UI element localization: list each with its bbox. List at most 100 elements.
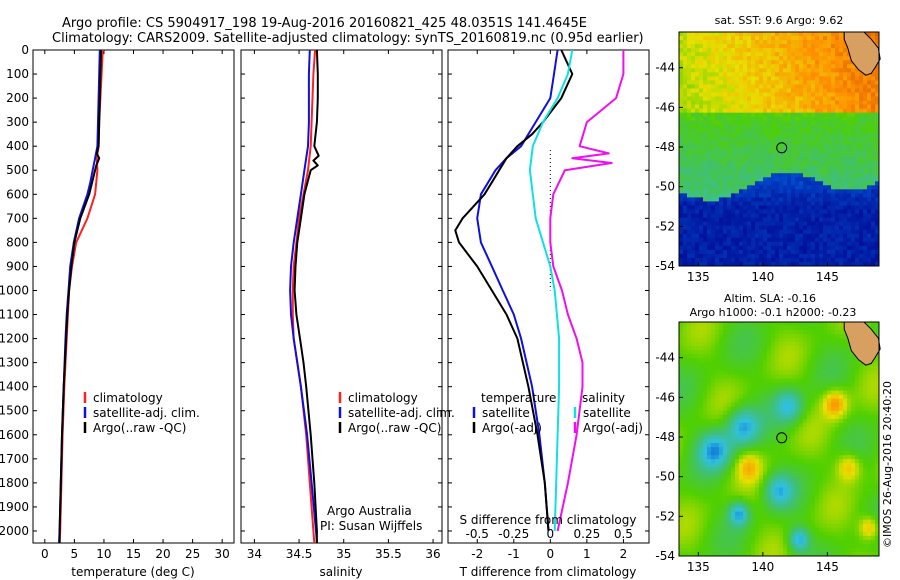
map-cell (719, 181, 724, 186)
map-cell (743, 221, 748, 227)
map-cell (847, 80, 852, 85)
map-cell (815, 410, 820, 416)
map-cell (799, 241, 804, 247)
map-cell (875, 181, 880, 186)
map-cell (803, 84, 808, 89)
map-cell (803, 153, 808, 158)
map-cell (771, 64, 776, 69)
map-cell (859, 104, 864, 110)
map-cell (707, 173, 712, 178)
map-cell (779, 124, 784, 130)
map-cell (815, 334, 820, 339)
map-cell (703, 112, 708, 118)
map-cell (871, 72, 876, 77)
map-cell (723, 193, 728, 198)
map-cell (731, 217, 736, 223)
map-cell (707, 80, 712, 85)
map-cell (723, 374, 728, 379)
map-cell (783, 96, 788, 101)
map-cell (831, 354, 836, 359)
map-cell (731, 104, 736, 110)
series-line-argo-raw-qc--2 (293, 49, 320, 543)
map-cell (775, 257, 780, 263)
map-cell (855, 245, 860, 251)
map-cell (807, 322, 812, 327)
map-cell (683, 386, 688, 391)
y-tick-label-6: 600 (6, 187, 29, 201)
map-cell (679, 185, 684, 190)
map-cell (823, 68, 828, 73)
map-cell (859, 249, 864, 255)
map-cell (827, 88, 832, 93)
map-cell (875, 330, 880, 335)
map-cell (719, 60, 724, 65)
x-tick-label-0: 34 (247, 547, 262, 561)
map-cell (691, 193, 696, 198)
map-cell (839, 76, 844, 81)
map-cell (747, 350, 752, 355)
map-cell (759, 463, 764, 468)
map-cell (727, 96, 732, 101)
map-cell (847, 358, 852, 363)
map-cell (799, 185, 804, 190)
map-cell (715, 362, 720, 367)
map-cell (767, 350, 772, 355)
map-cell (695, 88, 700, 93)
map-cell (867, 193, 872, 198)
map-cell (871, 362, 876, 367)
map-cell (795, 56, 800, 61)
map-cell (831, 418, 836, 424)
map-cell (735, 48, 740, 53)
map-cell (755, 136, 760, 142)
map-cell (731, 189, 736, 194)
map-cell (683, 76, 688, 81)
map-cell (763, 157, 768, 162)
map-cell (779, 185, 784, 190)
map-cell (735, 88, 740, 93)
map-cell (739, 370, 744, 375)
map-cell (819, 56, 824, 61)
map-cell (691, 157, 696, 162)
map-cell (707, 390, 712, 396)
map-cell (847, 366, 852, 371)
map-cell (827, 374, 832, 379)
map-cell (723, 88, 728, 93)
map-cell (755, 181, 760, 186)
temperature-lines (58, 49, 104, 544)
map-cell (683, 451, 688, 456)
map-cell (739, 56, 744, 61)
map-cell (687, 249, 692, 255)
map-cell (803, 390, 808, 396)
map-cell (727, 322, 732, 327)
map-cell (695, 418, 700, 424)
map-cell (863, 169, 868, 174)
map-cell (683, 72, 688, 77)
map-cell (771, 153, 776, 158)
map-cell (751, 414, 756, 420)
map-cell (779, 64, 784, 69)
map-cell (723, 92, 728, 97)
map-cell (711, 410, 716, 416)
map-cell (823, 374, 828, 379)
map-cell (875, 36, 880, 41)
map-cell (791, 249, 796, 255)
map-cell (743, 257, 748, 263)
map-cell (687, 48, 692, 53)
map-cell (755, 197, 760, 202)
map-cell (771, 169, 776, 174)
map-cell (691, 201, 696, 206)
map-cell (831, 56, 836, 61)
map-cell (791, 338, 796, 343)
map-cell (799, 181, 804, 186)
map-cell (755, 56, 760, 61)
map-cell (775, 72, 780, 77)
map-cell (783, 467, 788, 472)
map-cell (819, 346, 824, 351)
map-cell (867, 398, 872, 404)
map-cell (751, 426, 756, 432)
map-cell (875, 185, 880, 190)
map-cell (679, 374, 684, 379)
map-cell (759, 358, 764, 363)
map-cell (771, 60, 776, 65)
map-cell (719, 157, 724, 162)
